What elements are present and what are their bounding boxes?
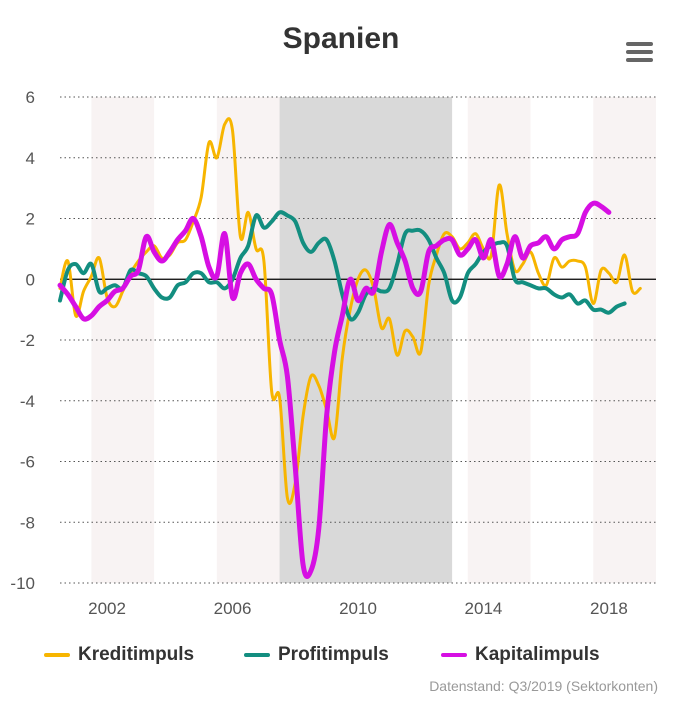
y-tick-label: -10 [10, 574, 35, 593]
background-band-1 [216, 97, 280, 583]
background-band-3 [593, 97, 656, 583]
legend-label-profitimpuls: Profitimpuls [278, 644, 389, 665]
x-tick-label: 2002 [88, 599, 126, 618]
data-source-credit: Datenstand: Q3/2019 (Sektorkonten) [429, 678, 658, 694]
x-tick-label: 2014 [465, 599, 503, 618]
y-tick-label: 0 [26, 270, 35, 289]
y-tick-label: 4 [26, 149, 35, 168]
y-tick-label: -2 [20, 331, 35, 350]
y-tick-label: -8 [20, 513, 35, 532]
y-tick-label: 2 [26, 210, 35, 229]
chart-title: Spanien [282, 22, 400, 55]
legend-item-profitimpuls[interactable]: Profitimpuls [244, 644, 389, 666]
y-tick-label: 6 [26, 88, 35, 107]
series-line-kreditimpuls [58, 117, 642, 505]
legend-item-kapitalimpuls[interactable]: Kapitalimpuls [441, 644, 600, 666]
x-tick-label: 2006 [214, 599, 252, 618]
legend-label-kapitalimpuls: Kapitalimpuls [475, 644, 600, 665]
x-tick-label: 2010 [339, 599, 377, 618]
y-tick-label: -6 [20, 453, 35, 472]
legend-swatch-kreditimpuls [44, 653, 70, 657]
legend-label-kreditimpuls: Kreditimpuls [78, 644, 195, 665]
background-band-2 [467, 97, 531, 583]
chart-legend: Kreditimpuls Profitimpuls Kapitalimpuls [0, 644, 682, 674]
legend-swatch-kapitalimpuls [441, 653, 467, 657]
legend-swatch-profitimpuls [244, 653, 270, 657]
shaded-period-0 [279, 97, 453, 583]
x-tick-label: 2018 [590, 599, 628, 618]
series-line-kapitalimpuls [57, 200, 612, 580]
legend-item-kreditimpuls[interactable]: Kreditimpuls [44, 644, 194, 666]
hamburger-menu-icon[interactable] [626, 42, 653, 62]
y-tick-label: -4 [20, 392, 35, 411]
series-line-profitimpuls [58, 210, 627, 322]
